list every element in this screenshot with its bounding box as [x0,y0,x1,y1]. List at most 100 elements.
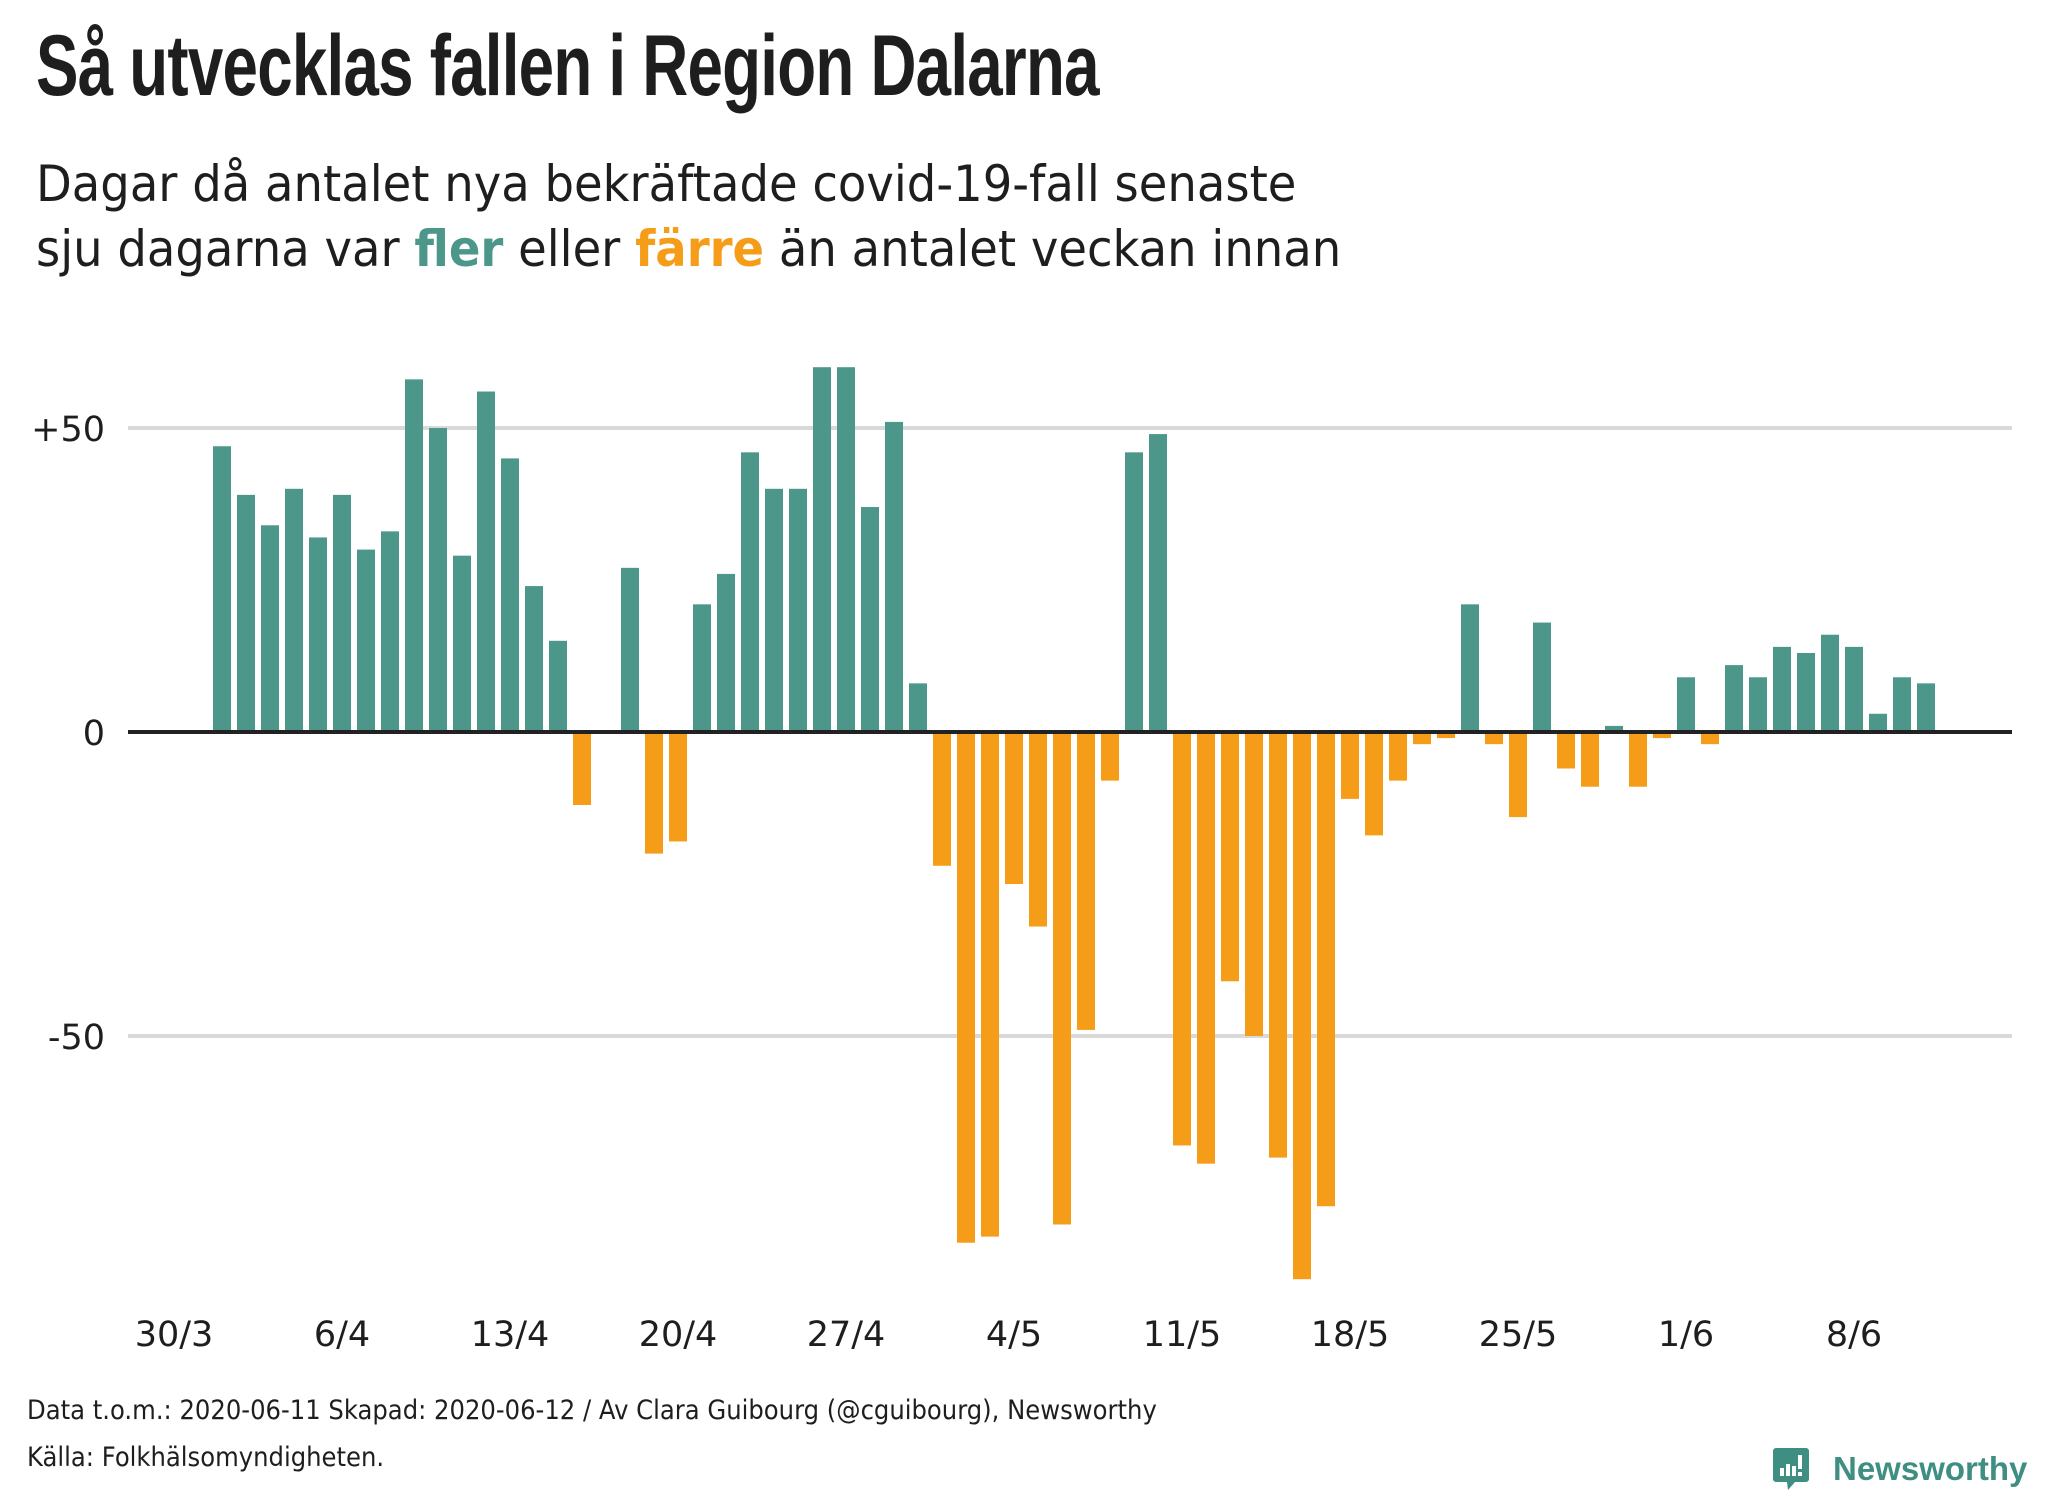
footer-source: Källa: Folkhälsomyndigheten. [27,1442,385,1473]
bar-fewer [957,732,975,1243]
x-tick-label: 18/5 [1311,1315,1390,1355]
bar-more [1725,665,1743,732]
legend-more-label: fler [414,220,504,278]
bar-more [405,379,423,732]
legend-fewer-label: färre [635,220,765,278]
x-tick-label: 25/5 [1479,1315,1558,1355]
bar-more [693,604,711,732]
bar-more [909,683,927,732]
bar-fewer [1581,732,1599,787]
x-tick-label: 1/6 [1658,1315,1714,1355]
bar-more [549,640,567,732]
bar-fewer [1701,732,1719,745]
subtitle-line-1: Dagar då antalet nya bekräftade covid-19… [36,155,1297,213]
bar-more [813,367,831,732]
bar-more [1797,652,1815,732]
bar-fewer [1341,732,1359,799]
bar-fewer [1365,732,1383,836]
bar-fewer [1437,732,1455,739]
bar-more [1869,713,1887,732]
bar-more [1149,434,1167,732]
bar-more [789,488,807,732]
bar-more [1821,634,1839,732]
bar-more [213,446,231,732]
x-tick-label: 6/4 [314,1315,370,1355]
newsworthy-chart-bubble-icon [1773,1448,1809,1490]
bar-fewer [1029,732,1047,927]
bar-more [1533,622,1551,732]
bar-more [429,428,447,732]
bars [213,367,1935,1280]
bar-more [717,573,735,732]
bar-fewer [1173,732,1191,1146]
bar-fewer [1293,732,1311,1280]
bar-fewer [981,732,999,1237]
x-tick-label: 27/4 [807,1315,886,1355]
bar-more [885,421,903,732]
chart-title: Så utvecklas fallen i Region Dalarna [36,18,1099,114]
bar-more [453,555,471,732]
y-tick-labels: +50 0 -50 [31,410,105,1058]
bar-more [477,391,495,732]
bar-more [237,494,255,732]
bar-more [861,507,879,732]
x-tick-labels: 30/3 6/4 13/4 20/4 27/4 4/5 11/5 18/5 25/5 1/6 8/6 [135,1315,1882,1355]
bar-more [1461,604,1479,732]
bar-fewer [1269,732,1287,1158]
y-tick-label: +50 [31,410,105,450]
y-tick-label: -50 [48,1018,105,1058]
bar-fewer [1485,732,1503,745]
bar-more [621,567,639,732]
x-tick-label: 11/5 [1143,1315,1222,1355]
bar-fewer [1413,732,1431,745]
bar-more [309,537,327,732]
bar-more [1125,452,1143,732]
y-tick-label: 0 [83,714,105,754]
bar-fewer [669,732,687,842]
bar-fewer [1557,732,1575,769]
subtitle-text: sju dagarna var [36,220,415,278]
bar-more [381,531,399,732]
x-tick-label: 30/3 [135,1315,214,1355]
bar-fewer [1245,732,1263,1036]
bar-fewer [933,732,951,866]
bar-fewer [1509,732,1527,818]
bar-more [525,586,543,732]
bar-more [357,549,375,732]
subtitle-line-2: sju dagarna var fler eller färre än anta… [36,217,1341,282]
bar-fewer [1053,732,1071,1225]
bar-fewer [1077,732,1095,1030]
bar-more [1677,677,1695,732]
bar-fewer [1317,732,1335,1207]
bar-fewer [1197,732,1215,1164]
bar-more [285,488,303,732]
bar-more [741,452,759,732]
bar-more [1773,646,1791,732]
subtitle-text: eller [503,220,636,278]
bar-more [765,488,783,732]
footer-credits: Data t.o.m.: 2020-06-11 Skapad: 2020-06-… [27,1395,1157,1426]
bar-more [1845,646,1863,732]
chart-subtitle: Dagar då antalet nya bekräftade covid-19… [36,152,1341,282]
bar-more [261,525,279,732]
bar-fewer [645,732,663,854]
subtitle-text: än antalet veckan innan [764,220,1342,278]
bar-fewer [1653,732,1671,739]
x-tick-label: 20/4 [639,1315,718,1355]
newsworthy-logo[interactable]: Newsworthy [1773,1448,2027,1490]
bar-more [501,458,519,732]
x-tick-label: 8/6 [1826,1315,1882,1355]
bar-more [1893,677,1911,732]
bar-more [1749,677,1767,732]
bar-more [1917,683,1935,732]
bar-fewer [1101,732,1119,781]
bar-more [1605,725,1623,732]
x-tick-label: 13/4 [471,1315,550,1355]
bar-more [837,367,855,732]
x-tick-label: 4/5 [986,1315,1042,1355]
logo-text: Newsworthy [1833,1450,2028,1487]
bar-fewer [573,732,591,805]
bar-fewer [1629,732,1647,787]
bar-fewer [1221,732,1239,982]
